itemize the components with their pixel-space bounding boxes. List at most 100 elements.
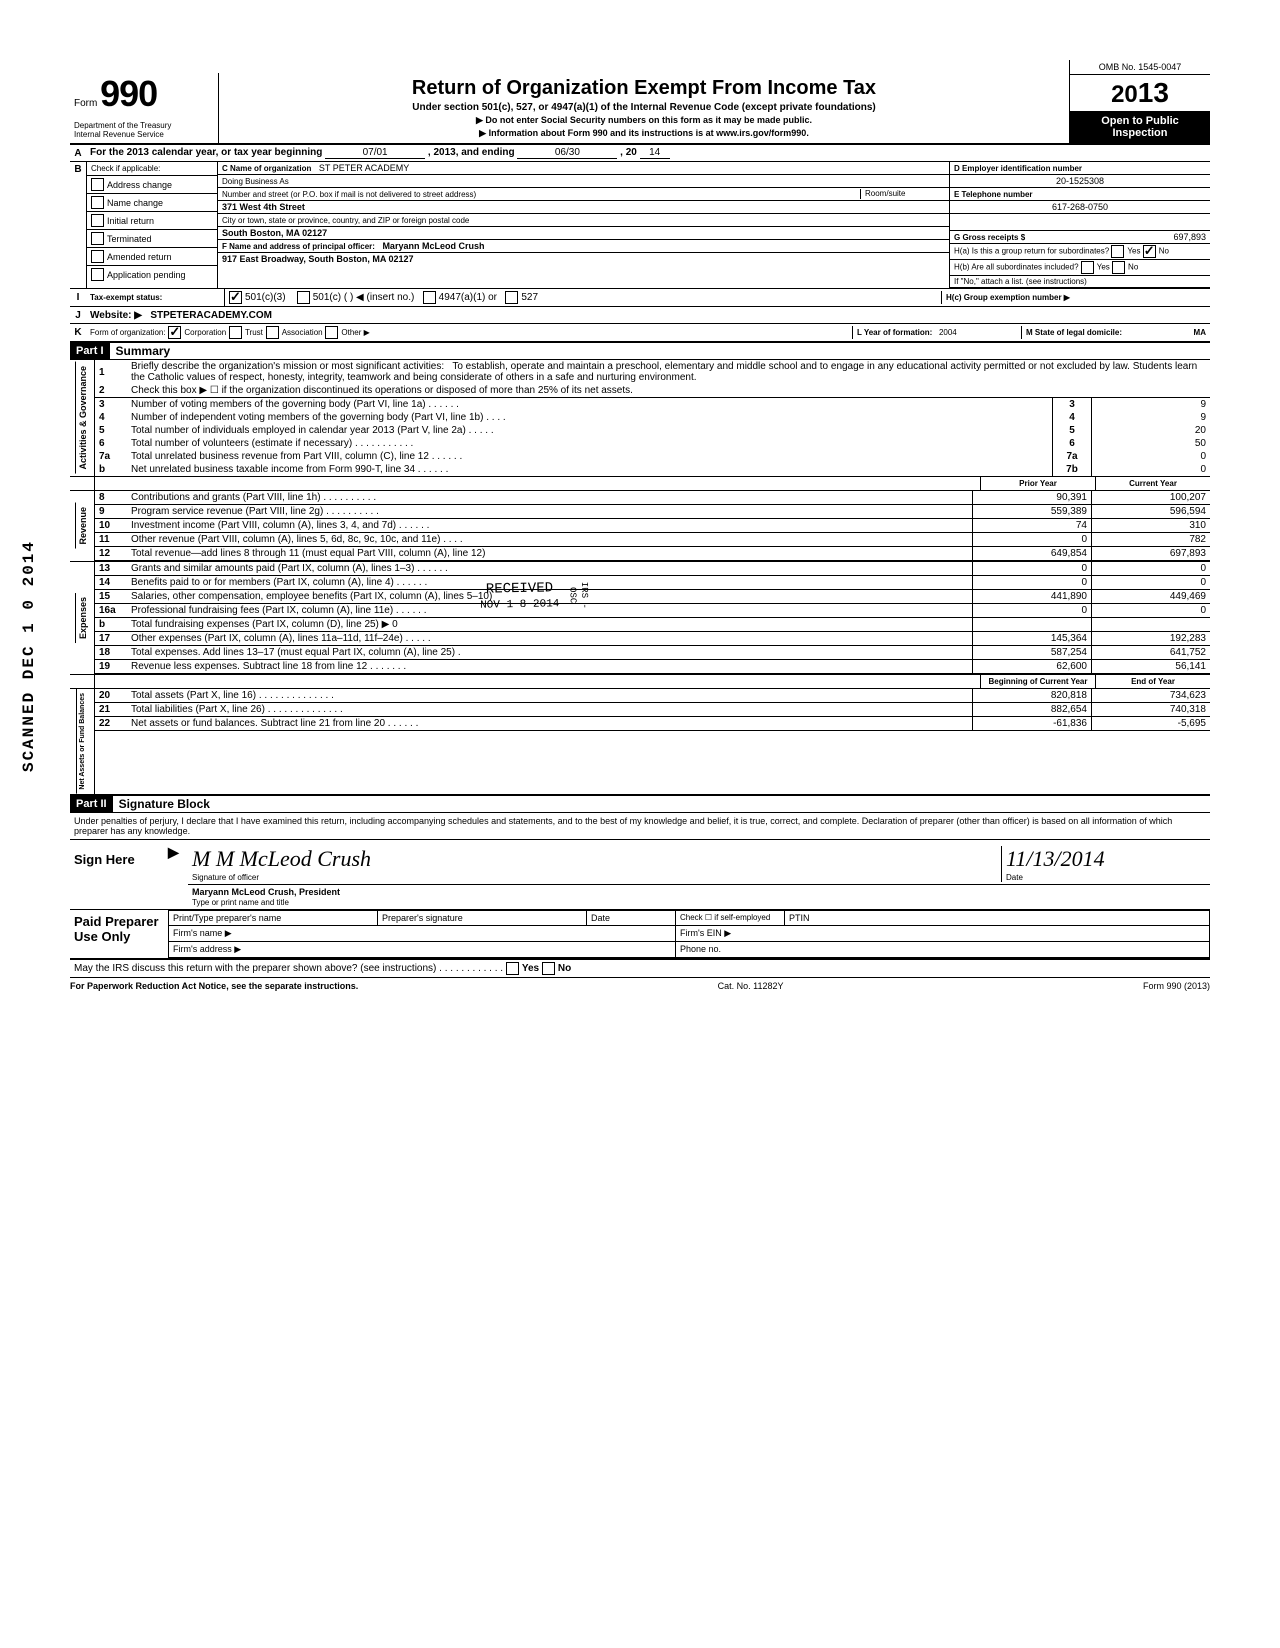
firm-name-label: Firm's name ▶	[169, 925, 676, 941]
line-num: 12	[95, 547, 127, 561]
checkbox-amended[interactable]	[91, 250, 104, 263]
checkbox-assoc[interactable]	[266, 326, 279, 339]
principal-officer: Maryann McLeod Crush	[382, 241, 484, 251]
checkbox-other[interactable]	[325, 326, 338, 339]
checkbox-hb-no[interactable]	[1112, 261, 1125, 274]
current-val: 0	[1092, 576, 1211, 590]
line-text: Professional fundraising fees (Part IX, …	[127, 604, 973, 618]
prior-val: 62,600	[973, 660, 1092, 674]
checkbox-527[interactable]	[505, 291, 518, 304]
line-num: 21	[95, 703, 127, 717]
checkbox-501c[interactable]	[297, 291, 310, 304]
checkbox-app-pending[interactable]	[91, 268, 104, 281]
part2-title: Signature Block	[113, 797, 210, 811]
prior-val: -61,836	[973, 717, 1092, 731]
open-to-public: Open to Public Inspection	[1070, 111, 1210, 143]
trust-label: Trust	[245, 328, 263, 337]
501c3-label: 501(c)(3)	[245, 292, 286, 303]
room-label: Room/suite	[860, 189, 945, 199]
line-text: Net assets or fund balances. Subtract li…	[127, 717, 973, 731]
checkbox-initial-return[interactable]	[91, 214, 104, 227]
end-year-header: End of Year	[1095, 675, 1210, 688]
current-val: 192,283	[1092, 632, 1211, 646]
line-num: 22	[95, 717, 127, 731]
dba-label: Doing Business As	[222, 177, 289, 186]
prior-val: 441,890	[973, 590, 1092, 604]
letter-a: A	[70, 148, 86, 159]
current-year-header: Current Year	[1095, 477, 1210, 490]
city-label: City or town, state or province, country…	[222, 216, 469, 225]
i-label: Tax-exempt status:	[86, 291, 224, 304]
checkbox-hb-yes[interactable]	[1081, 261, 1094, 274]
checkbox-irs-no[interactable]	[542, 962, 555, 975]
yes-label2: Yes	[1097, 263, 1110, 272]
checkbox-corp[interactable]	[168, 326, 181, 339]
prior-val: 145,364	[973, 632, 1092, 646]
ein-value: 20-1525308	[950, 175, 1210, 188]
ptin-label: PTIN	[785, 910, 1210, 925]
row-i: I Tax-exempt status: 501(c)(3) 501(c) ( …	[70, 289, 1210, 307]
current-val: 0	[1092, 562, 1211, 576]
prior-val: 74	[973, 519, 1092, 533]
info-block: B Check if applicable: Address change Na…	[70, 162, 1210, 289]
l-label: L Year of formation:	[857, 328, 932, 337]
current-val: -5,695	[1092, 717, 1211, 731]
checkbox-address-change[interactable]	[91, 178, 104, 191]
line-num: 9	[95, 505, 127, 519]
line-text: Grants and similar amounts paid (Part IX…	[127, 562, 973, 576]
4947-label: 4947(a)(1) or	[439, 292, 497, 303]
checkbox-irs-yes[interactable]	[506, 962, 519, 975]
checkbox-ha-no[interactable]	[1143, 245, 1156, 258]
a-mid: , 2013, and ending	[428, 147, 515, 158]
line-text: Other expenses (Part IX, column (A), lin…	[127, 632, 973, 646]
paid-preparer-block: Paid Preparer Use Only Print/Type prepar…	[70, 910, 1210, 960]
officer-signature: M M McLeod Crush	[192, 846, 371, 871]
prior-val: 820,818	[973, 689, 1092, 703]
f-label: F Name and address of principal officer:	[222, 242, 375, 251]
prior-val: 90,391	[973, 491, 1092, 505]
addr-change-label: Address change	[107, 180, 172, 190]
gov-text: Total number of volunteers (estimate if …	[127, 437, 1053, 450]
prior-val: 0	[973, 576, 1092, 590]
line-2-text: Check this box ▶ ☐ if the organization d…	[127, 384, 1210, 398]
a-y1: , 20	[620, 147, 637, 158]
prior-val: 649,854	[973, 547, 1092, 561]
527-label: 527	[521, 292, 538, 303]
current-val: 449,469	[1092, 590, 1211, 604]
gov-val: 9	[1092, 411, 1211, 424]
h-a-label: H(a) Is this a group return for subordin…	[954, 247, 1109, 256]
gov-val: 50	[1092, 437, 1211, 450]
prior-val: 559,389	[973, 505, 1092, 519]
checkbox-4947[interactable]	[423, 291, 436, 304]
footer-right: Form 990 (2013)	[1143, 981, 1210, 991]
line-num: 20	[95, 689, 127, 703]
org-name: ST PETER ACADEMY	[319, 163, 409, 173]
form-line1: ▶ Do not enter Social Security numbers o…	[227, 115, 1061, 126]
part2-header: Part II Signature Block	[70, 795, 1210, 813]
checkbox-name-change[interactable]	[91, 196, 104, 209]
footer-left: For Paperwork Reduction Act Notice, see …	[70, 981, 358, 991]
checkbox-ha-yes[interactable]	[1111, 245, 1124, 258]
checkbox-terminated[interactable]	[91, 232, 104, 245]
current-val: 697,893	[1092, 547, 1211, 561]
part1-title: Summary	[110, 344, 171, 358]
scanned-stamp: SCANNED DEC 1 0 2014	[20, 540, 38, 772]
terminated-label: Terminated	[107, 234, 152, 244]
checkbox-501c3[interactable]	[229, 291, 242, 304]
form-990-page: Form 990 Department of the TreasuryInter…	[70, 60, 1210, 991]
line-num: 15	[95, 590, 127, 604]
checkbox-trust[interactable]	[229, 326, 242, 339]
gov-num: 7a	[95, 450, 127, 463]
current-val	[1092, 618, 1211, 632]
no-label2: No	[1128, 263, 1138, 272]
initial-return-label: Initial return	[107, 216, 154, 226]
line-num: 13	[95, 562, 127, 576]
gov-num: 5	[95, 424, 127, 437]
letter-k: K	[70, 327, 86, 338]
form-label: Form	[74, 98, 97, 109]
form-header: Form 990 Department of the TreasuryInter…	[70, 60, 1210, 145]
line-text: Contributions and grants (Part VIII, lin…	[127, 491, 973, 505]
current-val: 56,141	[1092, 660, 1211, 674]
gov-text: Net unrelated business taxable income fr…	[127, 463, 1053, 476]
preparer-sig-label: Preparer's signature	[378, 910, 587, 925]
